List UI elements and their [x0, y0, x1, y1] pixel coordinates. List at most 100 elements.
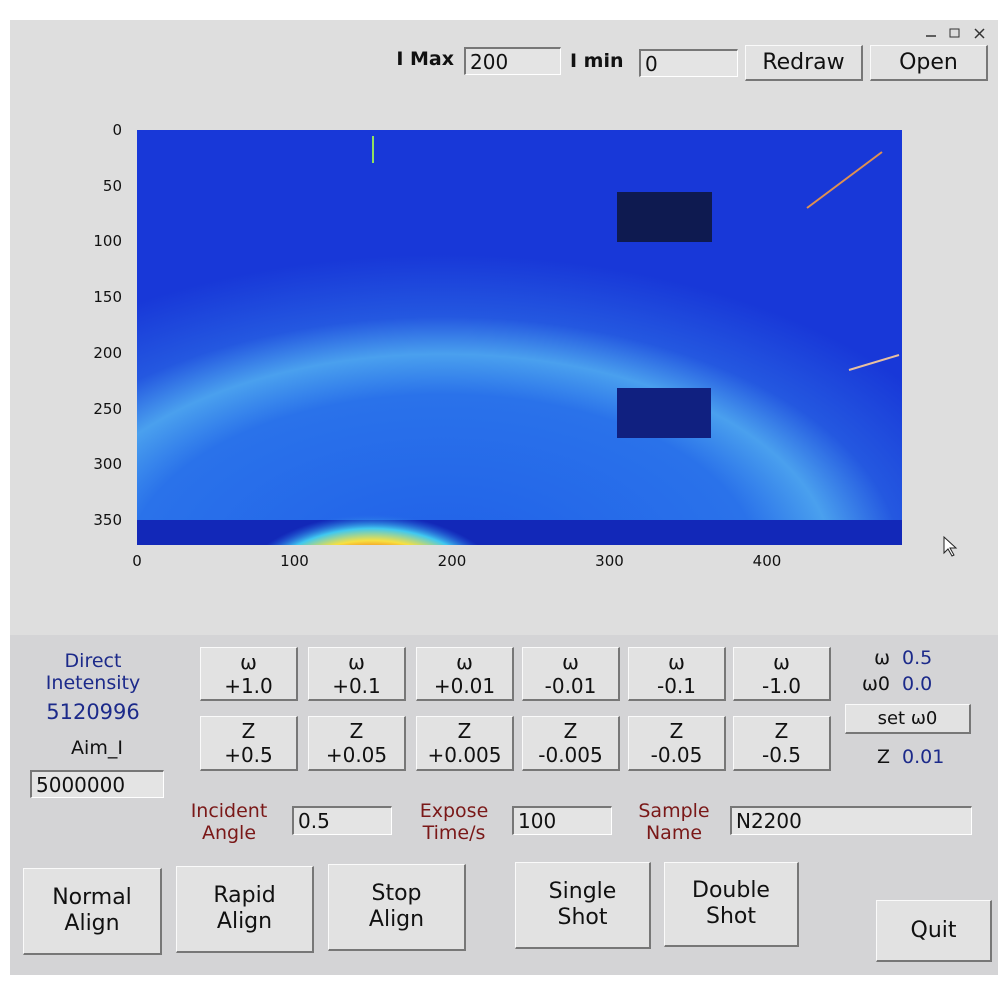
specular-peak [252, 452, 492, 545]
scatter-ring [137, 130, 902, 545]
param-label: Time/s [422, 822, 486, 844]
x-tick-label: 100 [280, 552, 309, 570]
intensity-value: 5120996 [46, 700, 140, 724]
x-tick-label: 400 [752, 552, 782, 570]
button-label: +0.005 [427, 743, 502, 767]
omega-button[interactable]: ω +1.0 [200, 647, 298, 701]
button-label: Align [368, 907, 425, 932]
omega-button[interactable]: ω -0.1 [628, 647, 726, 701]
button-label: Single [548, 879, 617, 904]
z-button[interactable]: Z -0.05 [628, 716, 726, 771]
set-omega0-button[interactable]: set ω0 [845, 704, 971, 734]
button-label: -0.5 [761, 743, 802, 767]
omega-button[interactable]: ω -1.0 [733, 647, 831, 701]
open-button[interactable]: Open [870, 45, 988, 81]
button-label: Z [669, 719, 684, 743]
button-label: -0.01 [544, 673, 597, 698]
imax-input[interactable]: 200 [464, 47, 561, 75]
button-label: Quit [910, 917, 957, 943]
param-label: Incident [190, 800, 268, 822]
x-tick-label: 200 [437, 552, 467, 570]
button-label: +0.01 [433, 673, 496, 698]
omega-button[interactable]: ω +0.1 [308, 647, 406, 701]
label: I min [570, 50, 624, 72]
button-label: -0.05 [650, 743, 703, 767]
button-label: -1.0 [761, 673, 802, 698]
button-label: set ω0 [877, 707, 938, 729]
button-label: -0.005 [538, 743, 603, 767]
button-label: Align [216, 909, 273, 934]
action-button[interactable]: Stop Align [328, 864, 466, 951]
aim-input[interactable]: 5000000 [30, 770, 164, 798]
action-button[interactable]: Single Shot [515, 862, 651, 949]
z-button[interactable]: Z +0.05 [308, 716, 406, 771]
button-label: Z [349, 719, 364, 743]
param-label: Name [645, 822, 703, 844]
label: I Max [396, 48, 454, 70]
button-label: +1.0 [224, 673, 273, 698]
param-input[interactable]: 100 [512, 806, 612, 835]
omega-button[interactable]: ω -0.01 [522, 647, 620, 701]
beam-block [617, 388, 711, 438]
button-label: ω [562, 649, 579, 674]
cursor [943, 535, 958, 557]
detector-image [137, 130, 902, 545]
button-label: Stop [371, 881, 422, 906]
horizon [137, 520, 902, 545]
button-label: ω [348, 649, 365, 674]
action-button[interactable]: Normal Align [23, 868, 162, 955]
y-tick-label: 100 [93, 232, 122, 251]
button-label: +0.05 [325, 743, 388, 767]
imin-input[interactable]: 0 [639, 49, 738, 77]
button-label: Shot [706, 904, 756, 929]
z-button[interactable]: Z +0.5 [200, 716, 298, 771]
button-label: +0.1 [332, 673, 381, 698]
window-controls [926, 28, 985, 39]
omega-value: 0.5 [902, 647, 933, 669]
button-label: Normal [52, 885, 132, 910]
y-tick-label: 150 [93, 288, 122, 307]
button-label: Shot [557, 905, 608, 930]
maximize[interactable] [949, 28, 960, 38]
beam-block [617, 192, 712, 242]
param-input[interactable]: 0.5 [292, 806, 392, 835]
label: ω0 [862, 673, 890, 695]
param-input[interactable]: N2200 [730, 806, 972, 835]
action-button[interactable]: Rapid Align [176, 866, 314, 953]
y-tick-label: 350 [93, 510, 122, 529]
label: Z [876, 746, 890, 768]
param-label: Sample [638, 800, 710, 822]
label: ω [874, 647, 890, 669]
y-tick-label: 50 [102, 176, 122, 195]
button-label: Open [899, 49, 958, 75]
artifact [848, 354, 900, 371]
omega0-value: 0.0 [902, 673, 933, 695]
y-tick-label: 200 [93, 343, 122, 362]
param-label: Angle [201, 822, 257, 844]
button-label: Z [774, 719, 789, 743]
button-label: +0.5 [224, 743, 273, 767]
button-label: ω [773, 649, 790, 674]
y-tick-label: 300 [93, 455, 122, 474]
redraw-button[interactable]: Redraw [745, 45, 863, 81]
param-label: Expose [419, 800, 489, 822]
close[interactable] [974, 28, 985, 39]
z-button[interactable]: Z +0.005 [416, 716, 514, 771]
quit-button[interactable]: Quit [876, 900, 992, 962]
button-label: -0.1 [656, 673, 697, 698]
button-label: Z [241, 719, 256, 743]
z-value: 0.01 [902, 746, 945, 768]
label: Inetensity [45, 672, 141, 694]
action-button[interactable]: Double Shot [664, 862, 799, 947]
button-label: Align [64, 911, 120, 936]
omega-button[interactable]: ω +0.01 [416, 647, 514, 701]
button-label: Z [563, 719, 578, 743]
x-tick-label: 0 [132, 552, 142, 570]
z-button[interactable]: Z -0.5 [733, 716, 831, 771]
x-tick-label: 300 [595, 552, 624, 570]
button-label: ω [668, 649, 685, 674]
button-label: Rapid [213, 883, 276, 908]
y-tick-label: 0 [112, 121, 122, 139]
z-button[interactable]: Z -0.005 [522, 716, 620, 771]
